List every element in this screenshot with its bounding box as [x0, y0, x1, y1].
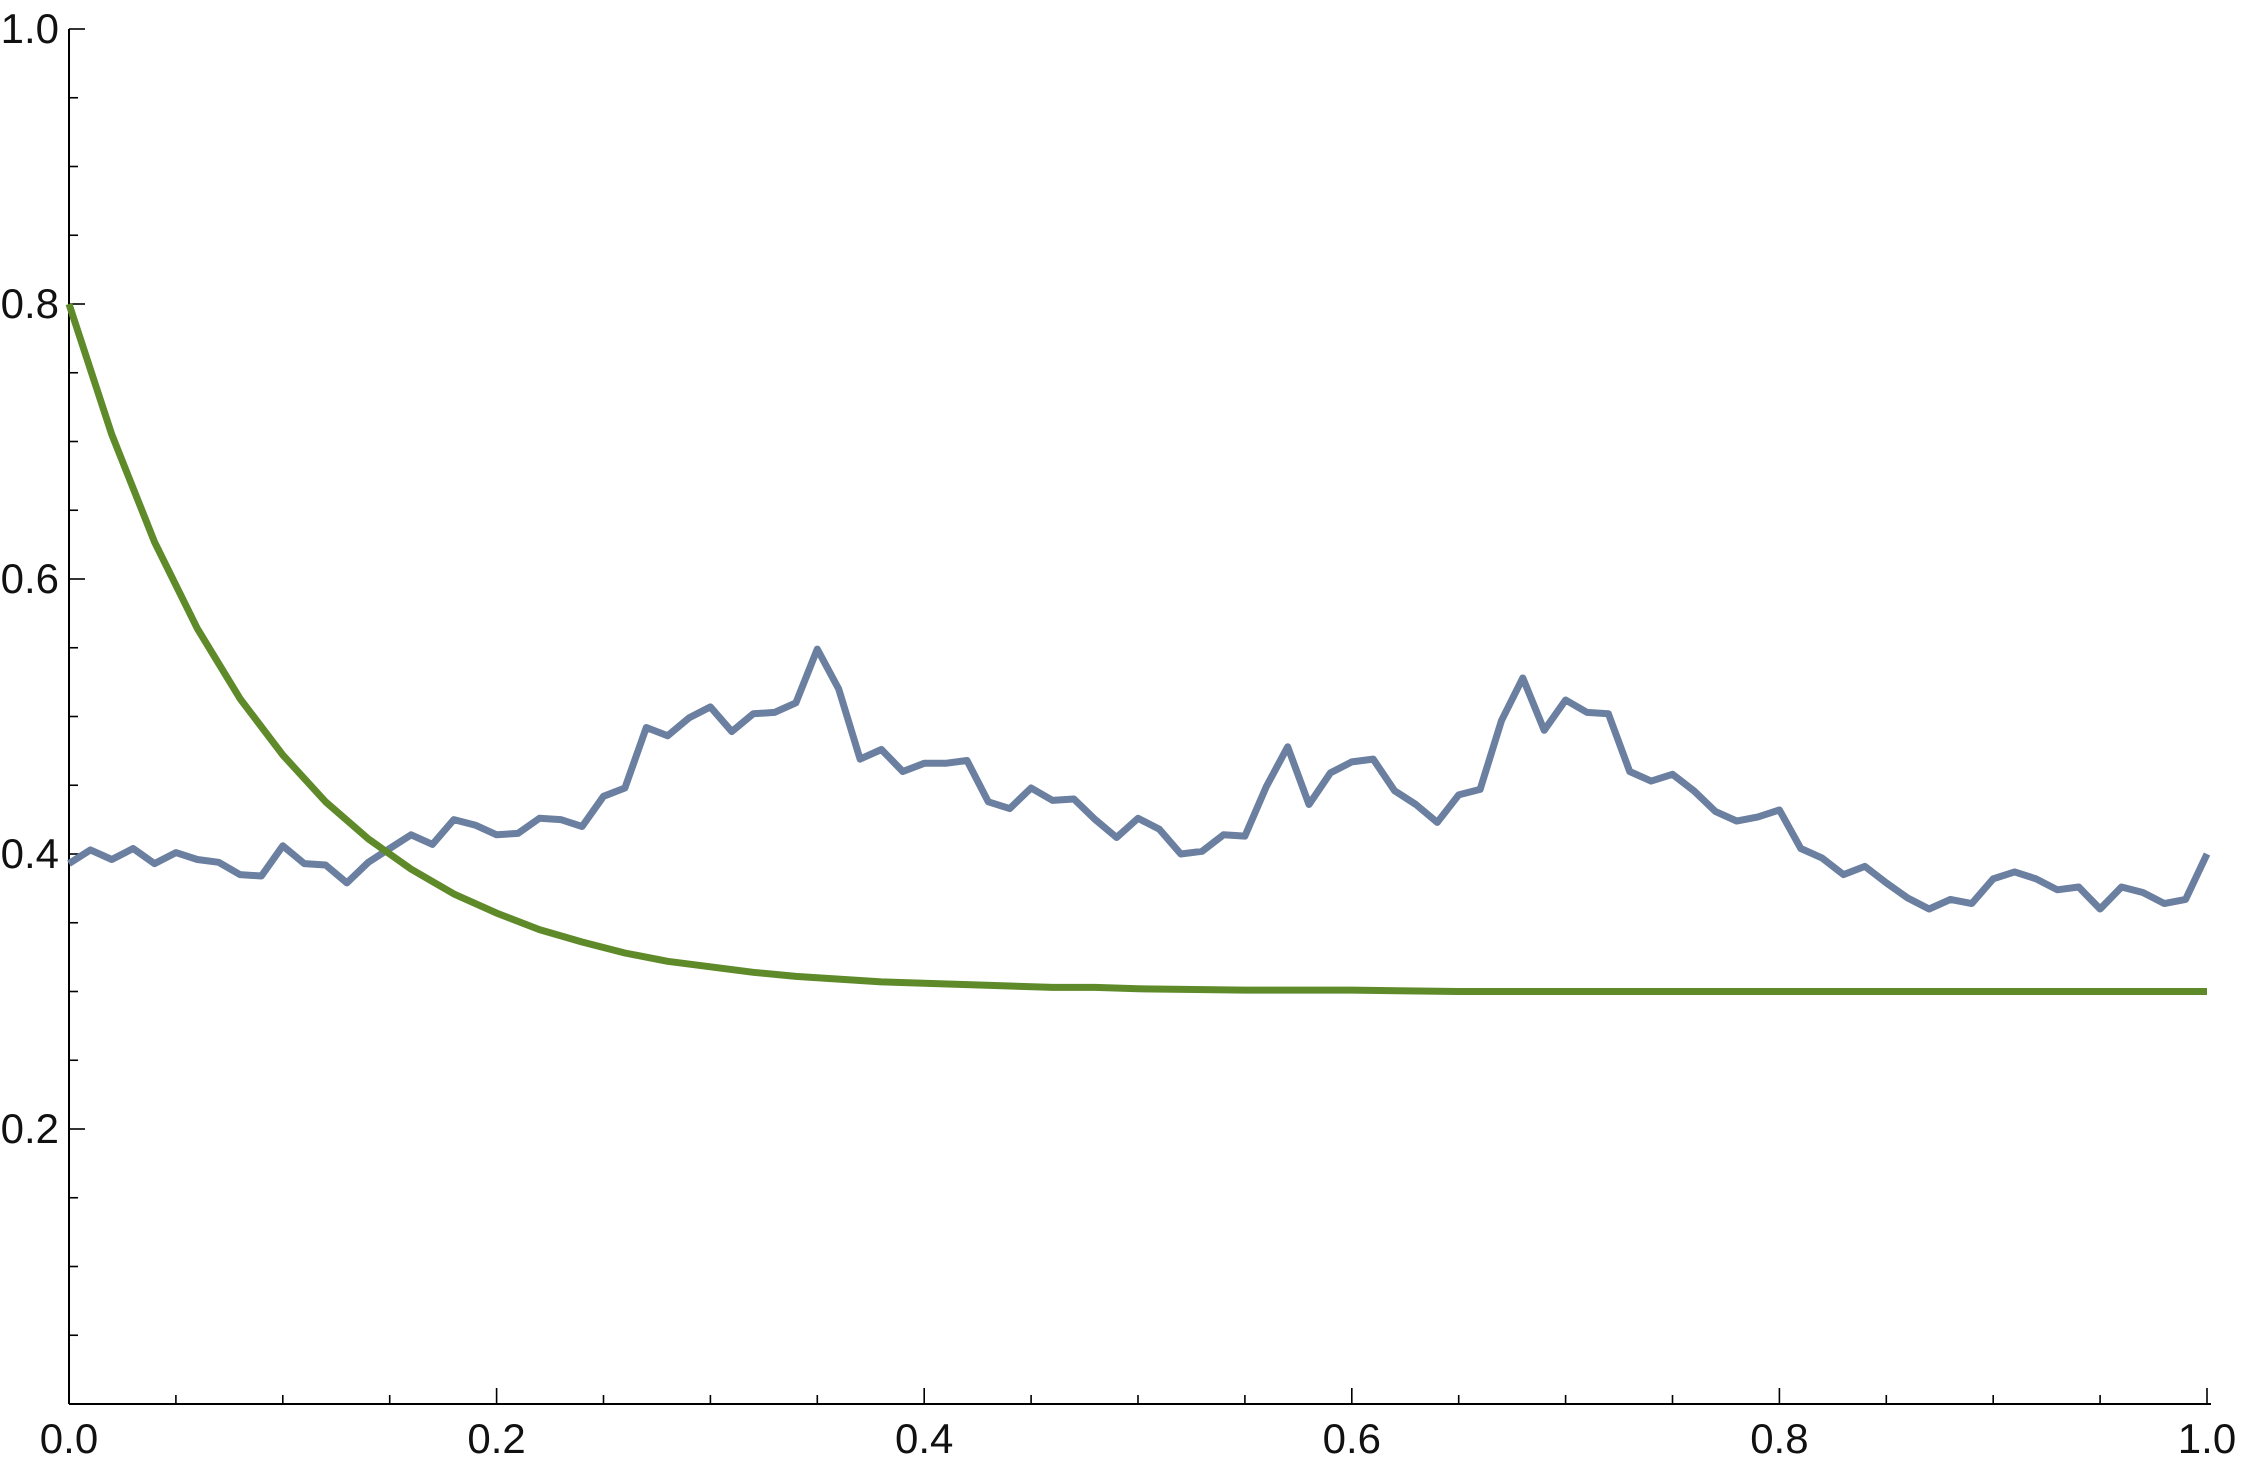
y-tick-label: 0.6: [1, 555, 59, 602]
series-layer: [65, 302, 2211, 995]
x-tick-label: 0.8: [1750, 1415, 1808, 1462]
x-tick-label: 0.4: [895, 1415, 953, 1462]
axes: 0.0 0.2 0.4 0.6 0.8 1.0 0.2 0.4 0.6 0.8 1.0: [1, 5, 2237, 1462]
x-tick-label: 0.0: [40, 1415, 98, 1462]
series-line-decay: [65, 302, 2207, 995]
y-tick-label: 0.2: [1, 1105, 59, 1152]
y-tick-label: 0.8: [1, 280, 59, 327]
x-tick-label: 1.0: [2178, 1415, 2236, 1462]
x-tick-label: 0.6: [1323, 1415, 1381, 1462]
y-tick-label: 0.4: [1, 830, 59, 877]
series-line-random-walk: [67, 645, 2211, 913]
y-tick-label: 1.0: [1, 5, 59, 52]
x-tick-label: 0.2: [467, 1415, 525, 1462]
